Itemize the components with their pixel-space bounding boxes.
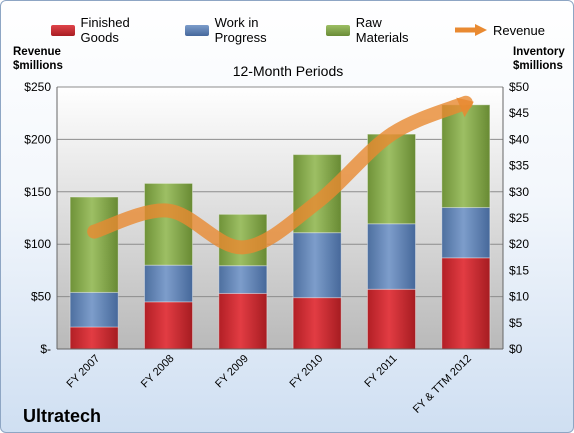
left-tick-label: $150 xyxy=(24,185,51,199)
bar-finished-goods xyxy=(292,297,342,350)
right-axis-title-line1: Inventory xyxy=(513,46,565,58)
legend-item-raw-materials: Raw Materials xyxy=(326,15,425,45)
bar-raw-materials xyxy=(441,104,491,209)
x-tick-label: FY 2008 xyxy=(139,353,177,391)
left-tick-label: $100 xyxy=(24,237,51,251)
legend-label: Finished Goods xyxy=(80,15,130,45)
left-tick-label: $250 xyxy=(24,80,51,94)
legend: Finished Goods Work in Progress Raw Mate… xyxy=(51,15,573,45)
x-tick-label: FY & TTM 2012 xyxy=(411,353,474,416)
x-tick-label: FY 2007 xyxy=(65,353,103,391)
chart-subtitle: 12-Month Periods xyxy=(232,63,344,79)
revenue-line xyxy=(87,95,473,255)
bar-work-in-progress xyxy=(218,265,268,294)
x-tick-label: FY 2009 xyxy=(213,353,251,391)
legend-label: Revenue xyxy=(492,22,545,38)
legend-item-work-in-progress: Work in Progress xyxy=(185,15,298,45)
company-name: Ultratech xyxy=(23,406,102,426)
right-tick-label: $10 xyxy=(509,290,529,304)
right-axis-title: Inventory $millions xyxy=(513,45,565,73)
right-tick-label: $30 xyxy=(509,185,529,199)
left-axis-title-line1: Revenue xyxy=(13,46,61,58)
right-tick-label: $15 xyxy=(509,263,529,277)
bar-finished-goods xyxy=(367,288,416,350)
x-tick-label: FY 2010 xyxy=(288,353,326,391)
right-tick-label: $35 xyxy=(509,159,529,173)
left-axis-title-line2: $millions xyxy=(13,60,63,72)
bar-finished-goods xyxy=(441,257,491,350)
bar-work-in-progress xyxy=(69,291,119,328)
bar-work-in-progress xyxy=(441,207,491,259)
legend-swatch xyxy=(185,24,209,36)
legend-label: Raw Materials xyxy=(355,15,409,45)
legend-label: Work in Progress xyxy=(214,15,267,45)
revenue-arrowhead xyxy=(456,97,474,118)
bar-work-in-progress xyxy=(292,232,342,299)
legend-item-finished-goods: Finished Goods xyxy=(51,15,157,45)
legend-item-revenue: Revenue xyxy=(453,15,545,45)
right-tick-label: $40 xyxy=(509,132,529,146)
legend-swatch xyxy=(326,24,350,36)
bar-raw-materials xyxy=(69,196,119,293)
legend-swatch xyxy=(51,24,75,36)
right-tick-label: $45 xyxy=(509,106,529,120)
right-tick-label: $20 xyxy=(509,237,529,251)
bar-finished-goods xyxy=(69,326,119,350)
left-tick-label: $50 xyxy=(31,290,51,304)
right-tick-label: $25 xyxy=(509,211,529,225)
right-axis-title-line2: $millions xyxy=(513,60,563,72)
right-tick-label: $50 xyxy=(509,80,529,94)
left-axis-title: Revenue $millions xyxy=(13,45,63,73)
x-tick-label: FY 2011 xyxy=(362,353,399,390)
bar-finished-goods xyxy=(144,301,193,350)
right-tick-label: $0 xyxy=(509,342,523,356)
legend-arrow-icon xyxy=(454,24,487,36)
right-tick-label: $5 xyxy=(509,316,523,330)
bar-work-in-progress xyxy=(144,264,193,303)
left-tick-label: $200 xyxy=(24,132,51,146)
bar-work-in-progress xyxy=(367,223,416,290)
left-tick-label: $- xyxy=(40,342,51,356)
bar-finished-goods xyxy=(218,292,268,350)
